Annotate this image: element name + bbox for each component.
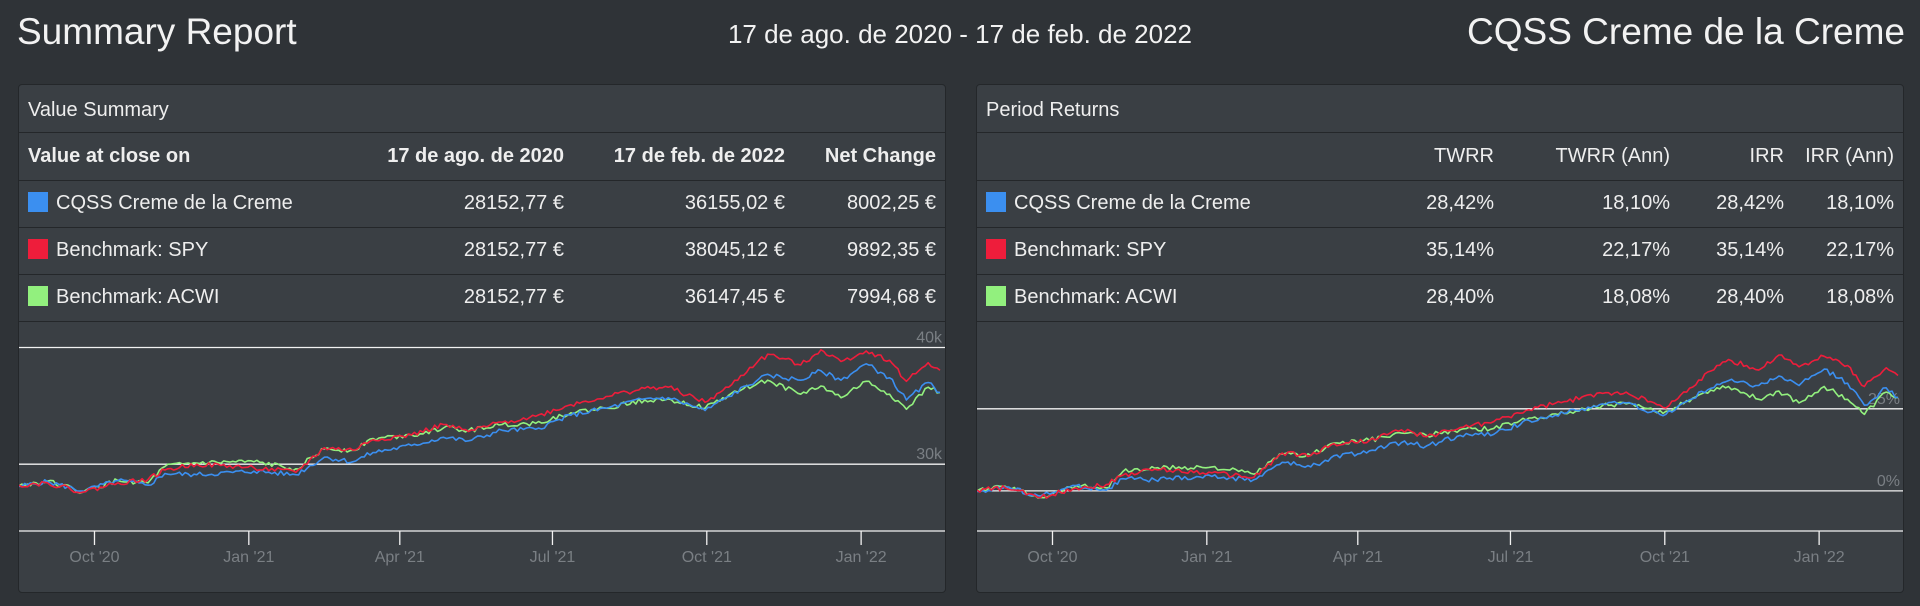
x-tick-label: Jan '21	[223, 549, 274, 566]
series-line-spy	[977, 354, 1899, 499]
twrr-ann-value: 18,08%	[1503, 274, 1679, 322]
series-name: Benchmark: SPY	[56, 239, 209, 261]
x-tick-label: Jan '22	[1794, 549, 1845, 566]
x-tick-label: Jan '21	[1181, 549, 1232, 566]
portfolio-name: CQSS Creme de la Creme	[1467, 11, 1905, 52]
y-tick-label: 0%	[1877, 473, 1900, 490]
returns-chart-svg[interactable]: 0%25%Oct '20 Jan '21 Apr '21 Jul '21 Oct '21…	[977, 330, 1903, 592]
legend-swatch-acwi	[986, 286, 1006, 306]
y-tick-label: 40k	[916, 330, 943, 347]
irr-value: 28,42%	[1679, 180, 1793, 228]
panel-title: Period Returns	[977, 85, 1903, 133]
period-returns-table: TWRR TWRR (Ann) IRR IRR (Ann) CQSS Creme…	[977, 133, 1903, 322]
column-header	[977, 133, 1377, 181]
twrr-value: 28,42%	[1377, 180, 1503, 228]
report-title: Summary Report	[17, 11, 297, 52]
legend-swatch-acwi	[28, 286, 48, 306]
twrr-ann-value: 18,10%	[1503, 180, 1679, 228]
table-header-row: Value at close on 17 de ago. de 2020 17 …	[19, 133, 945, 181]
end-value: 38045,12 €	[573, 227, 794, 275]
date-range: 17 de ago. de 2020 - 17 de feb. de 2022	[727, 19, 1193, 49]
net-change: 9892,35 €	[794, 227, 945, 275]
end-value: 36147,45 €	[573, 274, 794, 322]
series-name: Benchmark: ACWI	[1014, 286, 1178, 308]
row-label: CQSS Creme de la Creme	[19, 180, 354, 228]
irr-ann-value: 18,10%	[1793, 180, 1903, 228]
row-label: Benchmark: ACWI	[977, 274, 1377, 322]
column-header: TWRR	[1377, 133, 1503, 181]
y-tick-label: 30k	[916, 446, 943, 463]
x-tick-label: Oct '21	[682, 549, 732, 566]
table-row: Benchmark: ACWI 28,40% 18,08% 28,40% 18,…	[977, 274, 1903, 322]
series-line-portfolio	[19, 362, 941, 493]
value-chart[interactable]: 30k 40k Oct '20 Jan '21 Apr '21 Jul '21 Oct '2…	[19, 330, 945, 592]
irr-value: 28,40%	[1679, 274, 1793, 322]
x-tick-label: Jul '21	[530, 549, 576, 566]
legend-swatch-portfolio	[986, 192, 1006, 212]
row-label: CQSS Creme de la Creme	[977, 180, 1377, 228]
twrr-value: 28,40%	[1377, 274, 1503, 322]
legend-swatch-spy	[986, 239, 1006, 259]
table-row: Benchmark: SPY 28152,77 € 38045,12 € 989…	[19, 227, 945, 275]
period-returns-panel: Period Returns TWRR TWRR (Ann) IRR IRR (…	[976, 84, 1904, 593]
value-summary-table: Value at close on 17 de ago. de 2020 17 …	[19, 133, 945, 322]
series-line-spy	[19, 348, 941, 494]
x-tick-label: Oct '20	[69, 549, 119, 566]
twrr-value: 35,14%	[1377, 227, 1503, 275]
row-label: Benchmark: ACWI	[19, 274, 354, 322]
table-row: Benchmark: ACWI 28152,77 € 36147,45 € 79…	[19, 274, 945, 322]
irr-value: 35,14%	[1679, 227, 1793, 275]
x-tick-label: Oct '21	[1640, 549, 1690, 566]
series-name: Benchmark: SPY	[1014, 239, 1167, 261]
end-value: 36155,02 €	[573, 180, 794, 228]
x-tick-label: Apr '21	[375, 549, 425, 566]
value-chart-svg[interactable]: 30k 40k Oct '20 Jan '21 Apr '21 Jul '21 Oct '2…	[19, 330, 945, 592]
table-row: Benchmark: SPY 35,14% 22,17% 35,14% 22,1…	[977, 227, 1903, 275]
column-header: TWRR (Ann)	[1503, 133, 1679, 181]
irr-ann-value: 18,08%	[1793, 274, 1903, 322]
column-header: 17 de feb. de 2022	[573, 133, 794, 181]
x-tick-label: Jul '21	[1488, 549, 1534, 566]
row-label: Benchmark: SPY	[977, 227, 1377, 275]
legend-swatch-spy	[28, 239, 48, 259]
net-change: 8002,25 €	[794, 180, 945, 228]
row-label: Benchmark: SPY	[19, 227, 354, 275]
twrr-ann-value: 22,17%	[1503, 227, 1679, 275]
series-line-portfolio	[977, 368, 1899, 497]
table-row: CQSS Creme de la Creme 28,42% 18,10% 28,…	[977, 180, 1903, 228]
net-change: 7994,68 €	[794, 274, 945, 322]
column-header: 17 de ago. de 2020	[354, 133, 573, 181]
series-name: CQSS Creme de la Creme	[56, 192, 293, 214]
start-value: 28152,77 €	[354, 274, 573, 322]
irr-ann-value: 22,17%	[1793, 227, 1903, 275]
value-summary-panel: Value Summary Value at close on 17 de ag…	[18, 84, 946, 593]
start-value: 28152,77 €	[354, 180, 573, 228]
returns-chart[interactable]: 0% 25% Oct '20 Jan '21 Apr '21 Jul '21 Oct '21…	[977, 330, 1903, 592]
panel-title: Value Summary	[19, 85, 945, 133]
series-name: Benchmark: ACWI	[56, 286, 220, 308]
series-line-acwi	[977, 385, 1899, 499]
column-header: IRR (Ann)	[1793, 133, 1903, 181]
table-row: CQSS Creme de la Creme 28152,77 € 36155,…	[19, 180, 945, 228]
x-tick-label: Apr '21	[1333, 549, 1383, 566]
x-tick-label: Oct '20	[1027, 549, 1077, 566]
start-value: 28152,77 €	[354, 227, 573, 275]
column-header: Net Change	[794, 133, 945, 181]
x-tick-label: Jan '22	[836, 549, 887, 566]
series-name: CQSS Creme de la Creme	[1014, 192, 1251, 214]
table-header-row: TWRR TWRR (Ann) IRR IRR (Ann)	[977, 133, 1903, 181]
legend-swatch-portfolio	[28, 192, 48, 212]
column-header: Value at close on	[19, 133, 354, 181]
column-header: IRR	[1679, 133, 1793, 181]
report-header: Summary Report 17 de ago. de 2020 - 17 d…	[0, 0, 1920, 66]
